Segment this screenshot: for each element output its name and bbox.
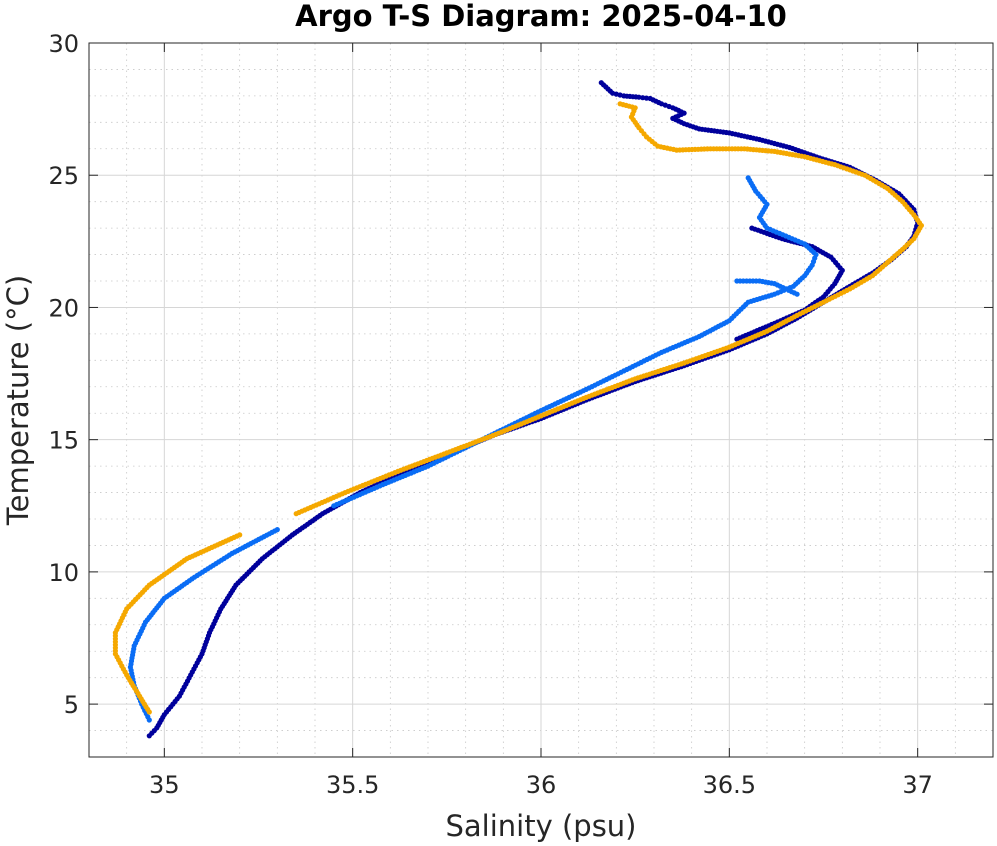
x-tick-label: 36	[526, 771, 557, 799]
data-point	[146, 709, 152, 715]
data-point	[331, 503, 337, 509]
x-tick-label: 37	[902, 771, 933, 799]
data-point	[734, 336, 740, 342]
x-tick-label: 35	[149, 771, 180, 799]
y-axis-label: Temperature (°C)	[1, 275, 35, 526]
y-tick-label: 5	[64, 691, 79, 719]
data-point	[794, 291, 800, 297]
data-point	[146, 717, 152, 723]
x-tick-label: 36.5	[703, 771, 756, 799]
series-layer	[112, 80, 925, 739]
data-point	[146, 733, 152, 739]
y-tick-label: 20	[48, 294, 79, 322]
y-tick-label: 10	[48, 559, 79, 587]
y-tick-label: 15	[48, 427, 79, 455]
major-grid	[89, 42, 993, 757]
y-tick-label: 25	[48, 162, 79, 190]
x-axis-label: Salinity (psu)	[445, 809, 636, 843]
x-tick-label: 35.5	[326, 771, 379, 799]
chart-title: Argo T-S Diagram: 2025-04-10	[295, 0, 787, 33]
data-point-fill	[640, 95, 646, 101]
data-point	[293, 511, 299, 517]
x-axis-ticks: 35 35.5 36 36.5 37	[149, 43, 933, 799]
y-tick-label: 30	[48, 30, 79, 58]
data-point	[636, 94, 642, 100]
series-2	[127, 175, 819, 723]
y-axis-ticks: 5 10 15 20 25 30	[48, 30, 993, 719]
series-3	[112, 101, 925, 715]
